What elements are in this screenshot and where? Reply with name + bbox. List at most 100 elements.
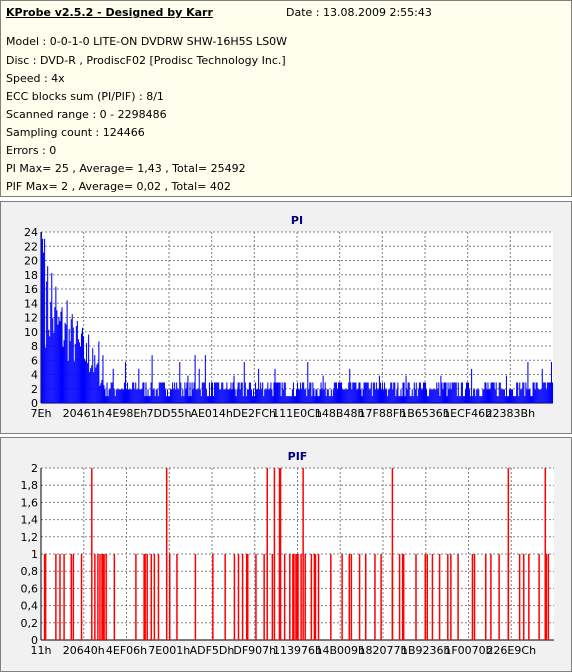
pi-bar — [325, 396, 327, 403]
pi-bar — [326, 389, 328, 403]
pi-bar — [476, 389, 478, 403]
pi-bar — [492, 382, 494, 403]
pi-bar — [428, 396, 430, 403]
pi-bar — [84, 358, 86, 403]
pi-bar — [540, 389, 542, 403]
pi-bar — [106, 382, 108, 403]
pi-bar — [282, 389, 284, 403]
x-tick-label: 1ECF46h — [443, 407, 492, 420]
pi-bar — [515, 396, 517, 403]
pi-bar — [320, 382, 322, 403]
x-tick-label: 14B009h — [315, 644, 365, 657]
pi-bar — [67, 360, 69, 403]
pi-bar — [227, 389, 229, 403]
pi-bar — [451, 382, 453, 403]
pi-bar — [70, 319, 72, 403]
pi-bar — [317, 396, 319, 403]
pi-bar — [501, 389, 503, 403]
pi-bar — [88, 334, 90, 403]
pi-bar — [526, 389, 528, 403]
x-tick-label: 4E98Eh — [105, 407, 147, 420]
pi-bar — [55, 286, 57, 403]
y-tick-label: 6 — [31, 354, 38, 367]
pi-bar — [319, 389, 321, 403]
pi-bar — [306, 396, 308, 403]
pi-bar — [447, 382, 449, 403]
pi-bar — [330, 389, 332, 403]
pi-bar — [520, 389, 522, 403]
pi-bar — [307, 361, 309, 403]
pi-bar — [205, 389, 207, 403]
pi-bar — [209, 396, 212, 403]
pi-bar — [527, 361, 529, 403]
pi-bar — [479, 396, 481, 403]
pi-bar — [302, 382, 304, 403]
pi-bar — [360, 389, 362, 403]
pi-bar — [359, 382, 361, 403]
pi-bar — [161, 382, 163, 403]
pi-bar — [336, 389, 338, 403]
chart-title: PIF — [288, 450, 308, 463]
pi-bar — [425, 382, 427, 403]
pi-bar — [118, 389, 120, 403]
pi-bar — [231, 389, 233, 403]
pi-bar — [436, 382, 438, 403]
pi-bar — [464, 389, 466, 403]
pi-bar — [316, 389, 318, 403]
pi-bar — [92, 348, 94, 403]
pi-bar — [97, 362, 99, 403]
pi-bar — [135, 382, 137, 403]
pi-bar — [303, 382, 305, 403]
pi-bar — [378, 375, 380, 403]
pi-chart-panel: PI 0 2 4 6 8 10 12 14 16 18 20 22 24 7Eh 20461h 4E98Eh 7D… — [0, 201, 572, 434]
pi-bar — [159, 382, 161, 403]
pi-bar — [264, 389, 266, 403]
pi-bar — [301, 389, 303, 403]
pi-bar — [79, 346, 81, 403]
pi-bar — [385, 389, 387, 403]
pi-bar — [487, 382, 489, 403]
pi-bar — [519, 382, 521, 403]
pi-bar — [404, 396, 406, 403]
y-tick-label: 4 — [31, 369, 38, 382]
pi-bar — [85, 361, 87, 403]
pi-bar — [355, 382, 357, 403]
y-tick-label: 0,6 — [21, 582, 39, 595]
pi-bar — [396, 389, 398, 403]
pi-bar — [47, 266, 49, 403]
pi-bar — [551, 382, 554, 403]
pi-bar — [206, 396, 208, 403]
pi-bar — [219, 389, 221, 403]
y-tick-label: 22 — [24, 240, 38, 253]
pi-bar — [114, 396, 116, 403]
pi-bar — [304, 389, 306, 403]
y-tick-label: 12 — [24, 312, 38, 325]
pi-bar — [522, 382, 524, 403]
pi-bar — [309, 382, 311, 403]
pi-bar — [389, 389, 391, 403]
pi-bar — [199, 389, 201, 403]
pi-bar — [42, 238, 44, 403]
pi-bar — [461, 382, 463, 403]
pi-bar — [179, 361, 181, 403]
pi-bar — [78, 342, 80, 403]
y-tick-label: 16 — [24, 283, 38, 296]
x-tick-label: 226E9Ch — [486, 644, 536, 657]
pi-bar — [223, 389, 225, 403]
info-panel: KProbe v2.5.2 - Designed by Karr Date : … — [0, 0, 572, 197]
pi-bar — [338, 382, 341, 403]
pi-bar — [198, 368, 200, 403]
x-tick-label: 7E001h — [148, 644, 190, 657]
info-speed: Speed : 4x — [6, 72, 65, 85]
pi-bar — [87, 363, 89, 403]
pi-bar — [525, 382, 527, 403]
pi-bar — [423, 382, 426, 403]
pi-bar — [333, 382, 335, 403]
pi-bar — [409, 396, 411, 403]
pi-bar — [318, 396, 320, 403]
pi-bar — [344, 389, 346, 403]
pi-bar — [308, 389, 310, 403]
pi-bar — [130, 389, 132, 403]
pi-bar — [255, 382, 257, 403]
pi-bar — [146, 396, 148, 403]
